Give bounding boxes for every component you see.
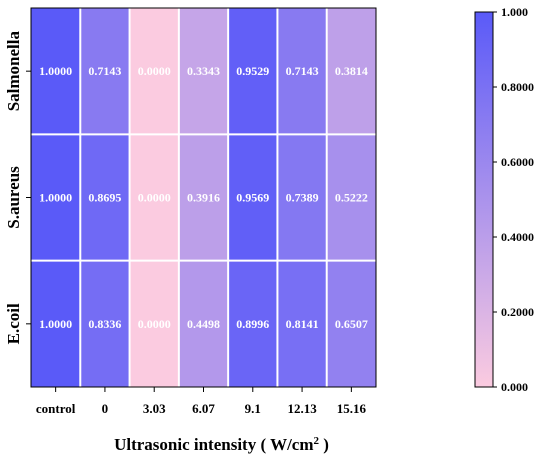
x-axis-title-main: Ultrasonic intensity ( W/cm <box>114 435 313 454</box>
heatmap-cell <box>129 134 179 261</box>
heatmap-gridlines <box>31 8 376 387</box>
heatmap-cell <box>228 134 278 261</box>
x-tick-label: 15.16 <box>337 401 367 416</box>
cell-value-label: 0.3814 <box>335 64 368 78</box>
cell-value-label: 0.8336 <box>88 317 121 331</box>
cell-value-label: 0.0000 <box>138 191 171 205</box>
heatmap-cell <box>129 260 179 387</box>
y-tick-label: S.aureus <box>4 166 23 229</box>
colorbar-tick-label: 0.4000 <box>501 230 534 244</box>
x-axis-ticks: control 0 3.03 6.07 9.1 12.13 15.16 <box>36 387 367 416</box>
colorbar-ticks: 1.000 0.8000 0.6000 0.4000 0.2000 0.000 <box>493 5 534 394</box>
colorbar-tick-label: 1.000 <box>501 5 528 19</box>
cell-value-label: 1.0000 <box>39 317 72 331</box>
y-axis-ticks: Salmonella S.aureus E.coil <box>4 31 31 344</box>
x-tick-label: 12.13 <box>287 401 317 416</box>
cell-value-label: 0.4498 <box>187 317 220 331</box>
heatmap-cell <box>178 260 229 387</box>
heatmap-cell <box>277 8 327 135</box>
heatmap-cell <box>80 260 130 387</box>
y-tick-label: Salmonella <box>4 31 23 112</box>
cell-value-labels: 1.0000 0.7143 0.0000 0.3343 0.9529 0.7143 0.38… <box>39 64 368 331</box>
x-axis-title: Ultrasonic intensity ( W/cm2 ) <box>114 435 329 454</box>
cell-value-label: 0.0000 <box>138 64 171 78</box>
cell-value-label: 0.7389 <box>286 191 319 205</box>
x-tick-label: 3.03 <box>143 401 166 416</box>
cell-value-label: 0.9569 <box>236 191 269 205</box>
heatmap-cell <box>31 134 81 261</box>
heatmap-cell <box>277 260 327 387</box>
heatmap-cell <box>326 134 376 261</box>
x-tick-label: control <box>36 401 76 416</box>
heatmap-cell <box>178 134 229 261</box>
cell-value-label: 0.8695 <box>88 191 121 205</box>
heatmap-cell <box>178 8 229 135</box>
x-axis-title-superscript: 2 <box>314 435 320 447</box>
cell-value-label: 0.0000 <box>138 317 171 331</box>
heatmap-cell <box>277 134 327 261</box>
cell-value-label: 0.9529 <box>236 64 269 78</box>
cell-value-label: 0.7143 <box>286 64 319 78</box>
x-axis-title-tail: ) <box>319 435 329 454</box>
colorbar-tick-label: 0.6000 <box>501 155 534 169</box>
heatmap-cell <box>80 134 130 261</box>
cell-value-label: 1.0000 <box>39 191 72 205</box>
heatmap-cell <box>228 8 278 135</box>
x-tick-label: 6.07 <box>192 401 215 416</box>
heatmap-cell <box>31 8 81 135</box>
heatmap-cell <box>31 260 81 387</box>
x-tick-label: 0 <box>102 401 109 416</box>
x-tick-label: 9.1 <box>245 401 261 416</box>
y-tick-label: E.coil <box>4 303 23 344</box>
cell-value-label: 1.0000 <box>39 64 72 78</box>
heatmap-cell <box>326 8 376 135</box>
heatmap-cell <box>228 260 278 387</box>
colorbar-tick-label: 0.8000 <box>501 80 534 94</box>
colorbar-tick-label: 0.000 <box>501 380 528 394</box>
cell-value-label: 0.8996 <box>236 317 269 331</box>
cell-value-label: 0.3343 <box>187 64 220 78</box>
heatmap-cell <box>326 260 376 387</box>
cell-value-label: 0.6507 <box>335 317 368 331</box>
cell-value-label: 0.7143 <box>88 64 121 78</box>
cell-value-label: 0.3916 <box>187 191 220 205</box>
colorbar-tick-label: 0.2000 <box>501 305 534 319</box>
cell-value-label: 0.8141 <box>286 317 319 331</box>
colorbar <box>474 11 494 388</box>
cell-value-label: 0.5222 <box>335 191 368 205</box>
heatmap-cells <box>31 8 376 387</box>
heatmap-cell <box>80 8 130 135</box>
heatmap-cell <box>129 8 179 135</box>
